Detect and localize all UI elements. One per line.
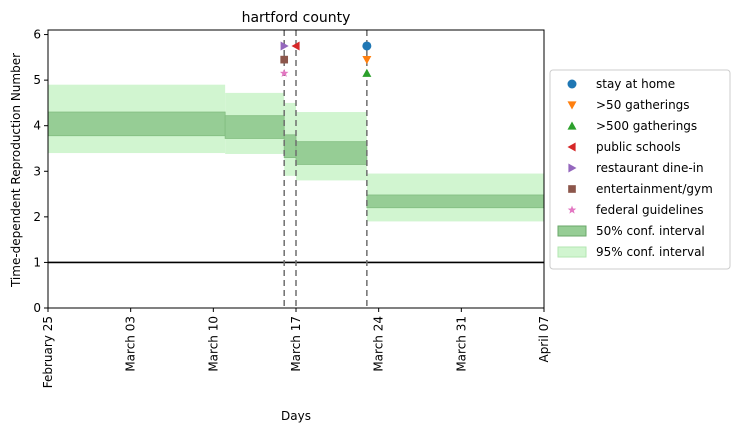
x-tick-label: April 07 xyxy=(537,316,551,363)
x-tick-label: March 03 xyxy=(124,316,138,372)
ci50-band-1 xyxy=(224,115,285,139)
marker-triangle-right-4 xyxy=(280,41,289,51)
legend-label: restaurant dine-in xyxy=(596,161,704,175)
y-tick-label: 4 xyxy=(33,119,41,133)
legend-label: 95% conf. interval xyxy=(596,245,705,259)
legend-swatch-7 xyxy=(557,225,587,237)
y-tick-label: 1 xyxy=(33,255,41,269)
marker-triangle-up-2 xyxy=(362,68,372,77)
legend-marker-1 xyxy=(567,101,577,110)
legend-marker-5 xyxy=(568,185,576,193)
y-tick-label: 3 xyxy=(33,164,41,178)
marker-square-5 xyxy=(280,55,289,64)
chart-title: hartford county xyxy=(242,10,351,26)
marker-triangle-left-3 xyxy=(291,41,300,51)
ci50-band-0 xyxy=(47,111,226,137)
x-tick-label: March 31 xyxy=(454,316,468,372)
legend-swatch-8 xyxy=(557,246,587,258)
legend-marker-0 xyxy=(567,79,577,89)
ci50-band-3 xyxy=(295,141,368,165)
y-tick-label: 0 xyxy=(33,301,41,315)
legend-marker-3 xyxy=(567,142,576,152)
ci50-band-4 xyxy=(366,194,545,209)
legend-label: stay at home xyxy=(596,77,675,91)
legend-label: >500 gatherings xyxy=(596,119,697,133)
marker-triangle-down-1 xyxy=(362,56,372,65)
legend-frame xyxy=(549,69,731,270)
ci50-bands xyxy=(47,111,545,209)
axes: 0 1 2 3 4 5 6 February 25 March 03 March 10 March … xyxy=(33,28,551,389)
legend-marker-2 xyxy=(567,121,577,130)
x-tick-label: March 24 xyxy=(372,316,386,372)
marker-circle-0 xyxy=(362,41,372,51)
legend-label: public schools xyxy=(596,140,681,154)
x-tick-label: March 10 xyxy=(206,316,220,372)
ci50-band-2 xyxy=(283,134,297,159)
intervention-lines xyxy=(283,30,368,308)
legend-label: entertainment/gym xyxy=(596,182,713,196)
legend-label: federal guidelines xyxy=(596,203,704,217)
x-axis-label: Days xyxy=(281,409,311,423)
x-tick-label: March 17 xyxy=(289,316,303,372)
x-tick-label: February 25 xyxy=(41,316,55,388)
y-tick-label: 6 xyxy=(33,28,41,42)
legend-marker-6 xyxy=(567,205,577,214)
marker-star-6 xyxy=(279,68,289,77)
y-tick-label: 5 xyxy=(33,73,41,87)
legend-label: >50 gatherings xyxy=(596,98,690,112)
y-axis-label: Time-dependent Reproduction Number xyxy=(9,53,23,288)
legend-marker-4 xyxy=(568,163,577,173)
y-tick-label: 2 xyxy=(33,210,41,224)
legend: stay at home >50 gatherings >500 gathering… xyxy=(549,69,731,270)
intervention-markers xyxy=(279,41,372,77)
legend-label: 50% conf. interval xyxy=(596,224,705,238)
